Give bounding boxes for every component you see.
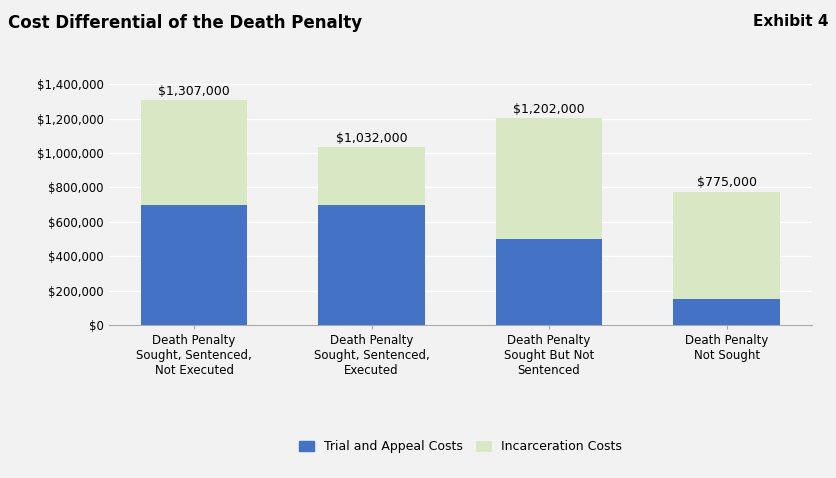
Text: Cost Differential of the Death Penalty: Cost Differential of the Death Penalty	[8, 14, 362, 33]
Text: $775,000: $775,000	[696, 176, 756, 189]
Bar	[673, 299, 779, 325]
Bar	[140, 100, 247, 205]
Bar	[495, 239, 602, 325]
Text: $1,032,000: $1,032,000	[335, 132, 407, 145]
Text: $1,202,000: $1,202,000	[512, 103, 584, 116]
Legend: Trial and Appeal Costs, Incarceration Costs: Trial and Appeal Costs, Incarceration Co…	[298, 440, 621, 453]
Bar	[673, 192, 779, 299]
Text: $1,307,000: $1,307,000	[158, 85, 230, 98]
Bar	[140, 205, 247, 325]
Text: Exhibit 4: Exhibit 4	[752, 14, 828, 29]
Bar	[318, 147, 425, 205]
Bar	[495, 118, 602, 239]
Bar	[318, 205, 425, 325]
